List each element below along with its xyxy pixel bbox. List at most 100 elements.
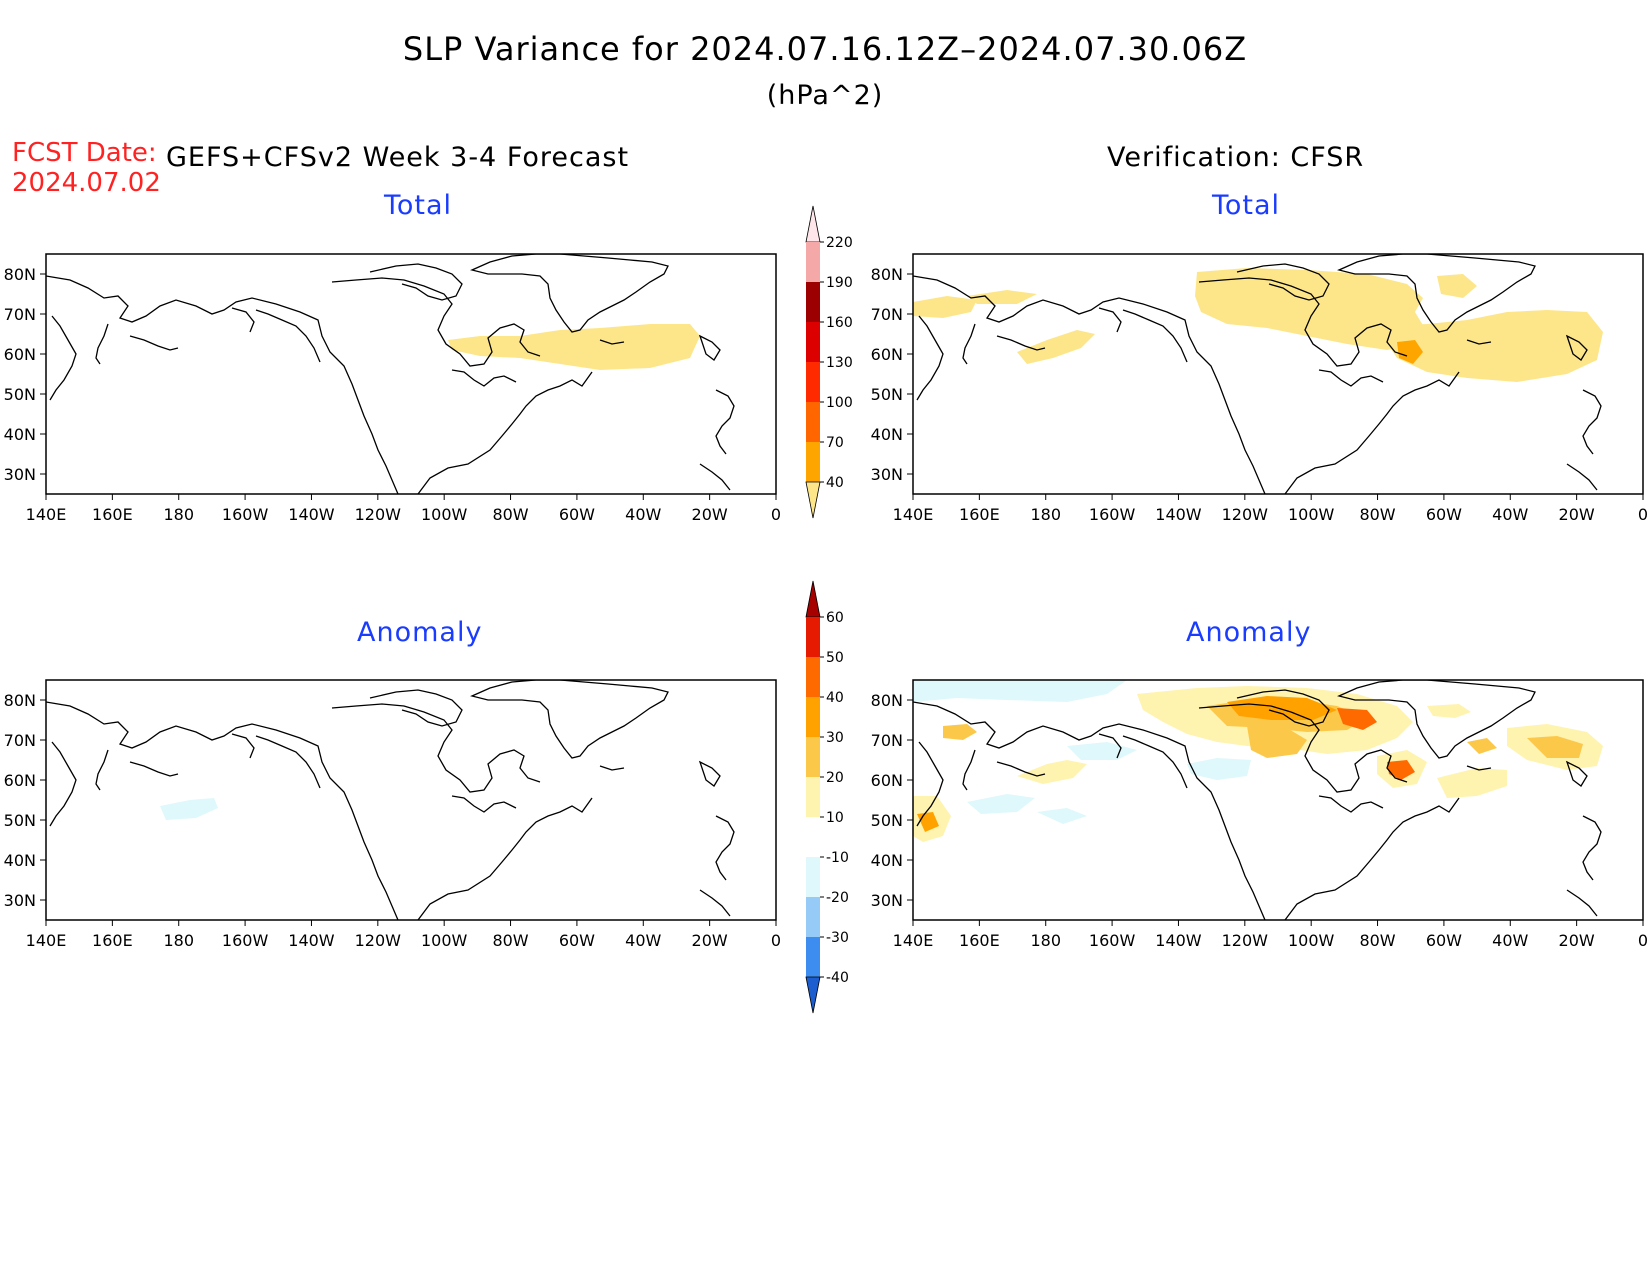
coastline-segment: [1337, 254, 1536, 333]
coastline-segment: [699, 463, 731, 491]
x-tick-label: 20W: [692, 931, 728, 950]
colorbar-anomaly: -40 -30 -20 -10 10 20 30 40 50 60: [805, 580, 849, 1014]
x-tick-label: 80W: [1359, 505, 1395, 524]
y-tick-label: 30N: [871, 891, 903, 910]
colorbar-swatch: [806, 242, 820, 282]
coastline-segment: [417, 371, 593, 494]
x-tick-label: 160E: [92, 505, 133, 524]
x-tick-label: 140W: [288, 931, 335, 950]
main-title: SLP Variance for 2024.07.16.12Z–2024.07.…: [402, 30, 1248, 68]
coastline-segment: [916, 741, 944, 827]
y-tick-label: 40N: [4, 425, 36, 444]
map-frame: [912, 679, 1644, 921]
colorbar-swatch: [806, 402, 820, 442]
x-tick-label: 120W: [355, 931, 402, 950]
coastline-segment: [231, 733, 255, 759]
coastline-segment: [1098, 733, 1122, 759]
colorbar-label: 70: [826, 435, 844, 451]
panel-title-forecast-total: Total: [384, 190, 453, 221]
coastline-segment: [331, 277, 541, 367]
shaded-region: [1017, 760, 1087, 784]
y-tick-label: 60N: [4, 771, 36, 790]
x-tick-label: 160W: [1089, 931, 1136, 950]
coastline-segment: [417, 797, 593, 920]
shaded-region: [1427, 704, 1471, 718]
coastline-segment: [698, 334, 721, 361]
coastline-segment: [913, 275, 1266, 494]
x-tick-label: 40W: [1492, 931, 1528, 950]
colorbar-swatch: [806, 937, 820, 977]
colorbar-label: 40: [826, 475, 844, 491]
coastline-segment: [1582, 815, 1602, 881]
map-layer: [46, 680, 776, 920]
coastline-segment: [1198, 277, 1408, 367]
coastline-segment: [1236, 689, 1330, 727]
shaded-region: [913, 296, 977, 318]
colorbar-swatch: [806, 817, 820, 857]
coastline-segment: [46, 701, 399, 920]
coastline-segment: [599, 765, 625, 771]
map-background: [46, 254, 776, 494]
shaded-region: [1017, 330, 1095, 364]
y-tick-label: 80N: [871, 265, 903, 284]
coastline-segment: [913, 701, 1266, 920]
coastline-segment: [1098, 307, 1122, 333]
coastline-segment: [599, 339, 625, 345]
colorbar-label: 60: [826, 610, 844, 626]
x-tick-label: 180: [163, 931, 194, 950]
map-layer: [913, 680, 1643, 920]
shaded-region: [1437, 768, 1507, 798]
coastline-segment: [470, 680, 669, 759]
coastline-segment: [95, 749, 109, 791]
x-tick-label: 60W: [1426, 931, 1462, 950]
panel-title-verification-total: Total: [1212, 190, 1281, 221]
y-tick-label: 50N: [4, 385, 36, 404]
y-tick-label: 50N: [871, 385, 903, 404]
colorbar-label: 190: [826, 275, 853, 291]
colorbar-label: 10: [826, 810, 844, 826]
x-tick-label: 100W: [1288, 505, 1335, 524]
shaded-region: [1037, 808, 1087, 824]
x-tick-label: 140E: [26, 505, 67, 524]
x-tick-label: 120W: [1222, 931, 1269, 950]
colorbar-label: 220: [826, 235, 853, 251]
y-tick-label: 50N: [871, 811, 903, 830]
colorbar-swatch: [806, 362, 820, 402]
x-tick-label: 60W: [559, 931, 595, 950]
map-layer: [46, 254, 776, 494]
x-tick-label: 100W: [421, 505, 468, 524]
shaded-region: [1227, 696, 1337, 720]
map-frame: [45, 679, 777, 921]
coastline-segment: [129, 761, 179, 777]
coastline-segment: [95, 323, 109, 365]
colorbar-swatch: [806, 737, 820, 777]
y-tick-label: 30N: [4, 891, 36, 910]
coastline-segment: [1318, 369, 1384, 387]
colorbar-swatch: [806, 777, 820, 817]
forecast-source: GEFS+CFSv2 Week 3-4 Forecast: [166, 142, 630, 173]
shaded-region: [943, 724, 977, 740]
coastline-segment: [1466, 765, 1492, 771]
map-layer: [913, 254, 1643, 494]
x-tick-label: 160W: [222, 931, 269, 950]
coastline-segment: [962, 323, 976, 365]
shaded-region: [1437, 274, 1477, 298]
x-tick-label: 20W: [692, 505, 728, 524]
colorbar-label: 20: [826, 770, 844, 786]
coastline-segment: [699, 889, 731, 917]
map-forecast-total: 140E 160E 180 160W 140W 120W 100W 80W 60W 40W 20W 0…: [4, 253, 781, 524]
y-tick-label: 30N: [871, 465, 903, 484]
x-tick-label: 40W: [625, 505, 661, 524]
colorbar-swatch: [806, 857, 820, 897]
shaded-region: [1247, 726, 1307, 758]
y-tick-label: 40N: [871, 425, 903, 444]
coastline-segment: [1318, 795, 1384, 813]
x-tick-label: 60W: [1426, 505, 1462, 524]
x-tick-label: 120W: [355, 505, 402, 524]
colorbar-label: -30: [826, 930, 849, 946]
y-tick-label: 80N: [4, 691, 36, 710]
coastline-segment: [1565, 760, 1588, 787]
colorbar-label: -20: [826, 890, 849, 906]
shaded-region: [1337, 708, 1377, 730]
fcst-date-value: 2024.07.02: [12, 168, 161, 198]
